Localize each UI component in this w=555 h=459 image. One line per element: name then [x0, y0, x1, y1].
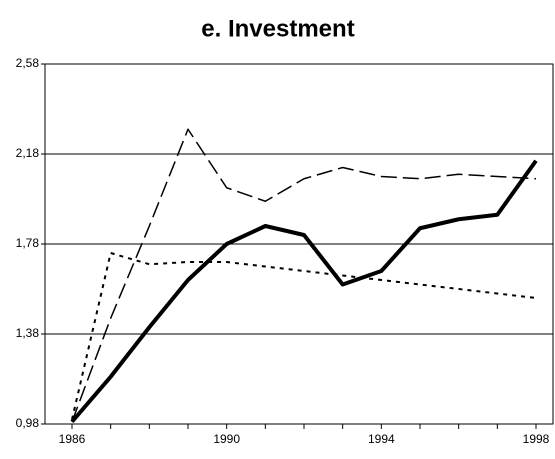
x-tick-label: 1986 [59, 432, 86, 446]
series-line [71, 128, 537, 423]
chart-title: e. Investment [201, 15, 354, 42]
plot-frame [44, 63, 554, 425]
x-tick-label: 1990 [213, 432, 240, 446]
y-tick-label: 0,98 [16, 416, 40, 430]
y-tick-label: 1,78 [16, 236, 40, 250]
y-tick-label: 1,38 [16, 326, 40, 340]
series-line [71, 252, 537, 420]
series-line [70, 159, 538, 424]
y-tick-label: 2,58 [16, 56, 40, 70]
x-tick-label: 1998 [523, 432, 550, 446]
y-tick-label: 2,18 [16, 146, 40, 160]
x-tick-label: 1994 [368, 432, 395, 446]
